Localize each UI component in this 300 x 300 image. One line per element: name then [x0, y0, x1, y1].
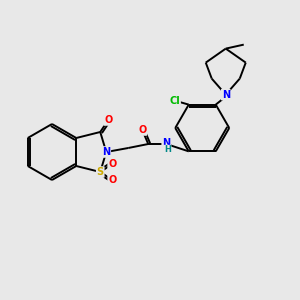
Text: N: N	[222, 90, 230, 100]
Text: O: O	[108, 159, 116, 169]
Text: O: O	[138, 125, 146, 135]
Text: O: O	[108, 175, 116, 185]
Text: S: S	[97, 167, 104, 177]
Text: Cl: Cl	[169, 96, 180, 106]
Text: N: N	[162, 138, 170, 148]
Text: O: O	[104, 115, 112, 125]
Text: N: N	[102, 147, 110, 157]
Text: H: H	[164, 146, 171, 154]
